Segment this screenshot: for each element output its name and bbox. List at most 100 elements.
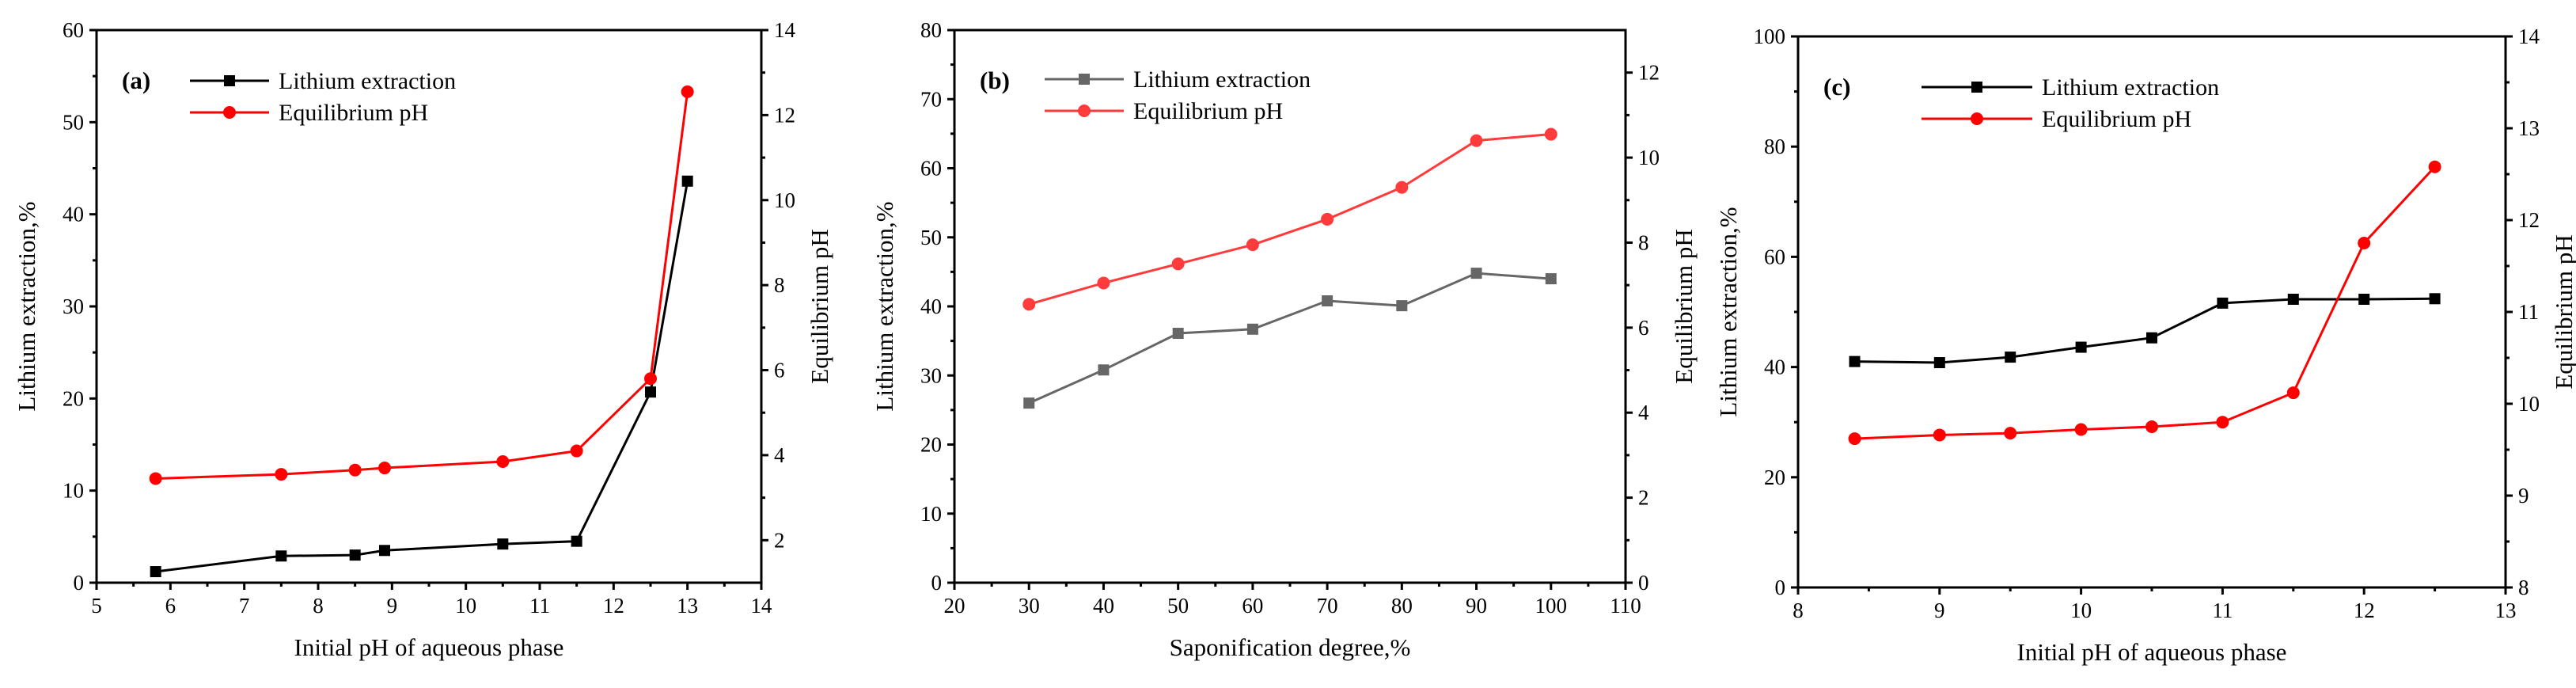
data-point-0-1 bbox=[1933, 357, 1945, 369]
x-tick-label: 100 bbox=[1535, 594, 1568, 618]
data-point-1-2 bbox=[2004, 427, 2017, 440]
y2-tick-label: 10 bbox=[774, 188, 795, 212]
data-point-0-4 bbox=[497, 538, 509, 550]
data-point-0-2 bbox=[349, 549, 361, 561]
data-point-1-5 bbox=[570, 444, 583, 458]
data-point-1-4 bbox=[1321, 212, 1334, 226]
y-tick-label: 60 bbox=[920, 157, 942, 181]
y2-tick-label: 2 bbox=[1638, 486, 1649, 510]
y2-tick-label: 2 bbox=[774, 528, 785, 552]
data-point-0-6 bbox=[2287, 293, 2299, 305]
legend-label: Lithium extraction bbox=[1133, 67, 1311, 93]
y-tick-label: 80 bbox=[1764, 135, 1785, 158]
data-point-1-0 bbox=[1022, 298, 1036, 311]
data-point-1-0 bbox=[1848, 432, 1861, 446]
data-point-1-3 bbox=[2074, 423, 2088, 436]
y2-tick-label: 12 bbox=[774, 103, 795, 127]
y2-tick-label: 8 bbox=[2518, 576, 2529, 599]
data-point-0-2 bbox=[2005, 352, 2016, 363]
series-line-1 bbox=[155, 91, 689, 480]
y-tick-label: 10 bbox=[63, 479, 84, 503]
y-tick-label: 60 bbox=[63, 18, 84, 42]
data-point-1-6 bbox=[2286, 386, 2300, 400]
data-point-0-4 bbox=[1322, 295, 1334, 307]
y2-axis-title: Equilibrium pH bbox=[806, 229, 833, 383]
data-point-1-2 bbox=[348, 463, 362, 477]
y-tick-label: 40 bbox=[63, 203, 84, 226]
x-tick-label: 8 bbox=[313, 594, 324, 618]
y-tick-label: 50 bbox=[63, 110, 84, 134]
legend-marker bbox=[1971, 112, 1983, 125]
data-point-1-4 bbox=[496, 454, 510, 468]
data-point-0-5 bbox=[571, 535, 582, 547]
data-point-1-1 bbox=[1933, 428, 1946, 442]
y2-tick-label: 4 bbox=[774, 443, 785, 467]
y2-axis-title: Equilibrium pH bbox=[2550, 234, 2576, 389]
x-tick-label: 50 bbox=[1167, 594, 1189, 618]
panel-label: (a) bbox=[122, 67, 150, 94]
y-tick-label: 80 bbox=[920, 18, 942, 42]
x-tick-label: 60 bbox=[1242, 594, 1263, 618]
legend-label: Lithium extraction bbox=[2042, 74, 2219, 101]
y-tick-label: 20 bbox=[1764, 466, 1785, 489]
plot-frame bbox=[953, 29, 1627, 584]
x-tick-label: 70 bbox=[1317, 594, 1338, 618]
data-point-0-0 bbox=[150, 566, 161, 578]
y2-tick-label: 8 bbox=[774, 273, 785, 297]
legend-marker bbox=[224, 75, 235, 86]
data-point-1-6 bbox=[1470, 134, 1483, 147]
y-tick-label: 20 bbox=[920, 433, 942, 457]
y2-tick-label: 6 bbox=[1638, 316, 1649, 340]
legend-label: Equilibrium pH bbox=[279, 100, 428, 126]
y-tick-label: 30 bbox=[920, 363, 942, 387]
y2-tick-label: 0 bbox=[1638, 571, 1649, 595]
x-tick-label: 9 bbox=[387, 594, 398, 618]
y-tick-label: 10 bbox=[920, 502, 942, 526]
x-axis-title: Initial pH of aqueous phase bbox=[294, 633, 564, 661]
y-tick-label: 100 bbox=[1754, 25, 1786, 48]
series-line-1 bbox=[1028, 133, 1551, 306]
x-tick-label: 12 bbox=[2354, 599, 2375, 622]
y-tick-label: 0 bbox=[1775, 576, 1786, 599]
x-tick-label: 13 bbox=[2495, 599, 2517, 622]
legend-marker bbox=[1079, 74, 1090, 85]
y-tick-label: 0 bbox=[74, 571, 85, 595]
data-point-0-6 bbox=[1470, 268, 1482, 279]
data-point-0-3 bbox=[379, 545, 390, 557]
y2-tick-label: 13 bbox=[2518, 116, 2540, 140]
y-tick-label: 50 bbox=[920, 226, 942, 249]
series-line-0 bbox=[1028, 272, 1551, 405]
data-point-1-5 bbox=[2216, 416, 2229, 429]
x-tick-label: 14 bbox=[751, 594, 773, 618]
y2-tick-label: 10 bbox=[1638, 146, 1660, 169]
x-tick-label: 110 bbox=[1610, 594, 1641, 618]
panel-label: (b) bbox=[980, 67, 1010, 94]
y-tick-label: 70 bbox=[920, 87, 942, 111]
x-tick-label: 80 bbox=[1391, 594, 1413, 618]
data-point-0-4 bbox=[2146, 332, 2157, 344]
data-point-0-3 bbox=[1246, 323, 1258, 335]
data-point-0-2 bbox=[1172, 328, 1184, 340]
legend-label: Equilibrium pH bbox=[2042, 106, 2191, 132]
x-axis-title: Initial pH of aqueous phase bbox=[2017, 638, 2287, 666]
y-tick-label: 0 bbox=[931, 571, 943, 595]
x-tick-label: 9 bbox=[1934, 599, 1945, 622]
y-tick-label: 20 bbox=[63, 386, 84, 410]
y2-tick-label: 11 bbox=[2518, 300, 2539, 324]
data-point-1-7 bbox=[1544, 127, 1557, 141]
data-point-0-7 bbox=[1545, 273, 1557, 285]
data-point-1-4 bbox=[2145, 420, 2158, 433]
y-tick-label: 60 bbox=[1764, 245, 1785, 268]
data-point-0-8 bbox=[2429, 293, 2441, 305]
legend-marker bbox=[223, 106, 236, 119]
x-tick-label: 6 bbox=[165, 594, 176, 618]
data-point-1-1 bbox=[1097, 276, 1110, 290]
data-point-1-7 bbox=[2358, 237, 2371, 249]
chart-panel-a: 5 6 7 8 9 10 11 12 13 14 0 10 20 30 40 50 60 2 4 6 8 10 12 14 In… bbox=[13, 18, 833, 661]
x-tick-label: 10 bbox=[2070, 599, 2092, 622]
data-point-1-3 bbox=[378, 462, 391, 475]
data-point-1-1 bbox=[275, 468, 288, 481]
x-tick-label: 5 bbox=[91, 594, 102, 618]
x-tick-label: 8 bbox=[1793, 599, 1804, 622]
y2-tick-label: 12 bbox=[2518, 208, 2540, 232]
